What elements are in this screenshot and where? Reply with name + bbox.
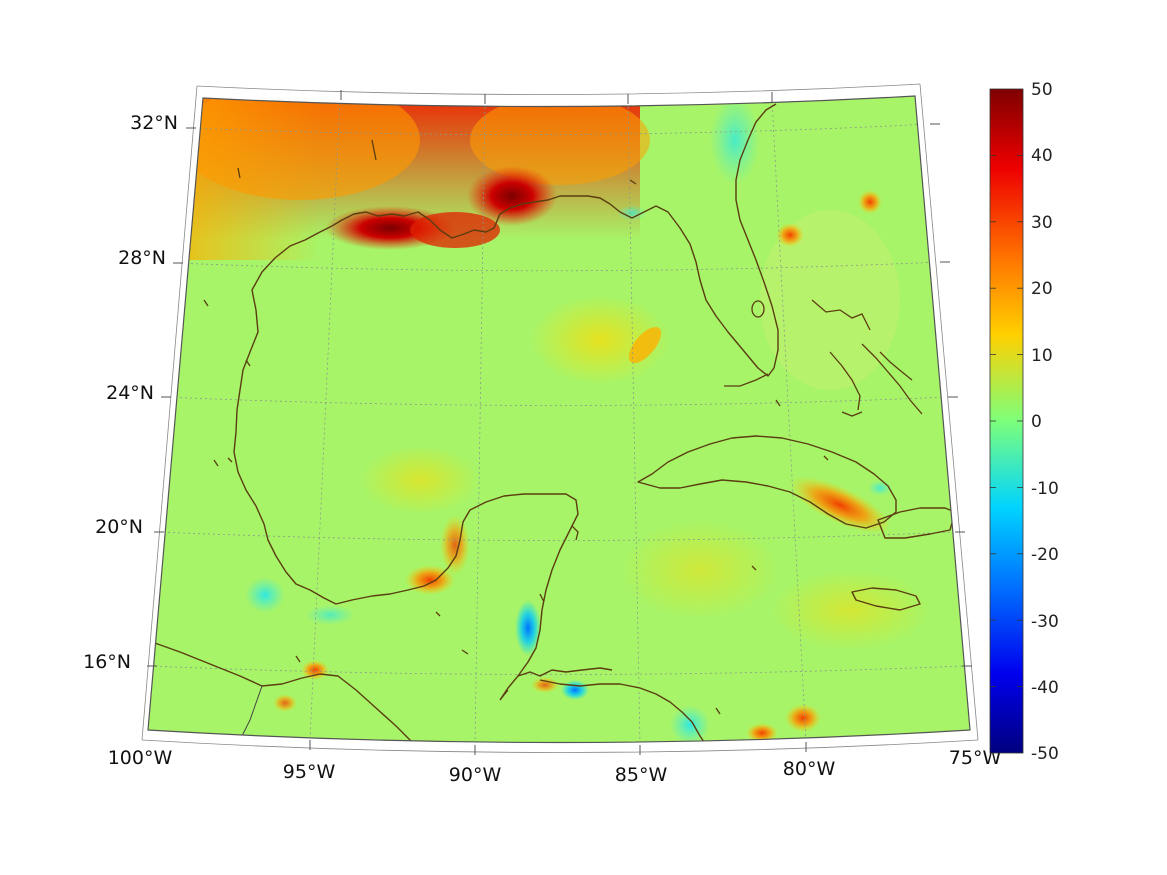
colorbar-tick-label: 30 [1031,213,1053,233]
lon-label: 100°W [108,747,173,769]
lat-label: 20°N [95,516,143,538]
colorbar-tick-label: -50 [1031,744,1059,764]
colorbar-ticks [990,154,1023,687]
lon-label: 95°W [283,761,336,783]
longitude-labels: 100°W 95°W 90°W 85°W 80°W 75°W [108,747,1002,786]
colorbar-tick-label: -30 [1031,612,1059,632]
lon-label: 90°W [449,764,502,786]
colorbar: 50 40 30 20 10 0 -10 -20 -30 -40 -50 [989,80,1059,764]
map-field [148,96,970,743]
colorbar-tick-label: -20 [1031,545,1059,565]
lon-label: 80°W [783,758,836,780]
lat-label: 32°N [130,112,178,134]
colorbar-tick-label: 20 [1031,279,1053,299]
graticule [149,97,963,743]
lon-label: 75°W [949,747,1002,769]
colorbar-tick-label: -40 [1031,678,1059,698]
coastlines [151,103,956,743]
lat-label: 24°N [106,382,154,404]
map-frame [141,83,979,755]
lon-label: 85°W [615,764,668,786]
colorbar-tick-label: 50 [1031,80,1053,100]
colorbar-tick-label: 0 [1031,412,1042,432]
lat-label: 28°N [118,247,166,269]
colorbar-tick-label: 40 [1031,146,1053,166]
colorbar-tick-label: -10 [1031,479,1059,499]
lat-label: 16°N [83,651,131,673]
colorbar-tick-label: 10 [1031,346,1053,366]
latitude-labels: 32°N 28°N 24°N 20°N 16°N [83,112,178,673]
borders [239,685,263,741]
